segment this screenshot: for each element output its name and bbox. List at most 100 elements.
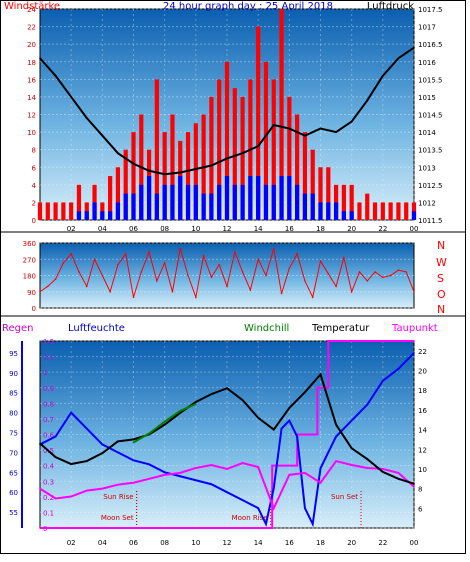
y-left-tick-label: 10	[27, 129, 36, 137]
y-left-tick-label: 4	[32, 182, 37, 190]
y-right-tick-label: 1012.5	[418, 182, 443, 190]
humidity-point	[288, 419, 291, 422]
wind-direction-point	[124, 253, 127, 255]
windchill-point	[148, 432, 150, 435]
wind-blue-bar	[209, 193, 214, 220]
wind-blue-bar	[263, 184, 269, 220]
y-temp-tick-label: 22	[418, 348, 427, 356]
humidity-point	[366, 403, 369, 406]
humidity-point	[272, 487, 275, 490]
humidity-point	[195, 479, 197, 482]
wind-bar	[131, 132, 136, 220]
wind-bar	[388, 202, 393, 220]
pressure-point	[288, 127, 291, 130]
wind-bar	[404, 202, 409, 220]
header-pressure-label: Luftdruck	[367, 1, 414, 12]
humidity-point	[70, 411, 72, 414]
pressure-point	[195, 168, 197, 170]
pressure-point	[226, 157, 228, 160]
wind-direction-point	[109, 290, 111, 293]
wind-bar	[271, 79, 276, 220]
dewpoint-point	[241, 462, 244, 464]
humidity-point	[132, 459, 135, 462]
x-tick-label: 14	[254, 539, 263, 547]
humidity-point	[280, 427, 283, 430]
y-left-tick-label: 14	[27, 94, 36, 102]
header-temperatur: Temperatur	[311, 323, 370, 334]
wind-bar	[341, 184, 346, 220]
y-humidity-tick-label: 55	[9, 509, 18, 517]
pressure-point	[397, 57, 400, 60]
header-taupunkt: Taupunkt	[391, 323, 438, 334]
y-temp-tick-label: 20	[418, 368, 427, 376]
y-regen-tick-label: 0.1	[43, 509, 54, 517]
wind-direction-point	[101, 274, 104, 277]
wind-blue-bar	[411, 211, 417, 220]
wind-bar	[193, 123, 198, 220]
y-temp-tick-label: 8	[418, 486, 422, 494]
wind-bar	[92, 184, 97, 220]
wind-blue-bar	[333, 202, 339, 220]
temp-humidity-chart: 00.10.20.30.40.50.60.70.80.911.11.255606…	[9, 338, 427, 547]
dewpoint-point	[272, 507, 275, 510]
wind-blue-bar	[100, 211, 105, 220]
wind-direction-point	[327, 272, 330, 275]
wind-blue-bar	[185, 184, 191, 220]
wind-direction-point	[382, 276, 384, 279]
x-tick-label: 22	[378, 225, 387, 233]
wind-blue-bar	[341, 211, 346, 220]
y-left-tick-label: 22	[27, 24, 36, 32]
annotation-label: Sun Set	[331, 493, 358, 501]
wind-bar	[154, 79, 159, 220]
x-tick-label: 08	[160, 225, 169, 233]
wind-bar	[310, 149, 315, 220]
wind-direction-point	[265, 274, 267, 277]
wind-bar	[396, 202, 401, 220]
wind-direction-point	[272, 247, 275, 250]
wind-blue-bar	[217, 184, 222, 220]
wind-bar	[287, 96, 292, 220]
wind-blue-bar	[84, 211, 89, 220]
wind-blue-bar	[92, 202, 97, 220]
temperature-point	[101, 452, 104, 455]
y-tick-label: 180	[23, 273, 36, 281]
wind-blue-bar	[76, 211, 82, 220]
wind-direction-point	[117, 263, 119, 266]
temperature-point	[163, 423, 166, 426]
rain-point	[271, 527, 273, 529]
header-luftfeuchte: Luftfeuchte	[68, 323, 125, 334]
temperature-point	[366, 458, 369, 460]
wind-direction-point	[171, 290, 174, 293]
pressure-point	[85, 117, 88, 119]
humidity-point	[413, 352, 415, 354]
wind-direction-point	[140, 271, 143, 273]
wind-blue-bar	[287, 176, 292, 220]
temperature-point	[413, 482, 415, 485]
humidity-point	[311, 523, 314, 525]
wind-bar	[279, 9, 284, 220]
wind-bar	[185, 132, 191, 220]
wind-blue-bar	[178, 176, 183, 220]
y-right-tick-label: 1015	[418, 94, 436, 102]
wind-direction-point	[335, 285, 337, 288]
wind-blue-bar	[224, 176, 230, 220]
wind-direction-point	[233, 251, 236, 253]
wind-blue-bar	[131, 193, 136, 220]
pressure-point	[163, 173, 166, 176]
windchill-point	[163, 420, 166, 423]
y-humidity-tick-label: 60	[9, 489, 18, 497]
y-temp-tick-label: 14	[418, 427, 427, 435]
dewpoint-point	[350, 464, 353, 466]
humidity-point	[397, 368, 400, 370]
wind-bar	[349, 184, 354, 220]
pressure-point	[39, 57, 41, 60]
wind-direction-point	[374, 271, 376, 273]
wind-bar	[123, 149, 128, 220]
wind-direction-point	[39, 290, 41, 293]
wind-direction-point	[249, 289, 252, 291]
wind-direction-point	[366, 280, 369, 282]
windchill-point	[132, 441, 135, 444]
y-left-tick-label: 2	[32, 199, 36, 207]
annotation-label: Sun Rise	[103, 493, 133, 501]
dewpoint-point	[366, 467, 369, 469]
